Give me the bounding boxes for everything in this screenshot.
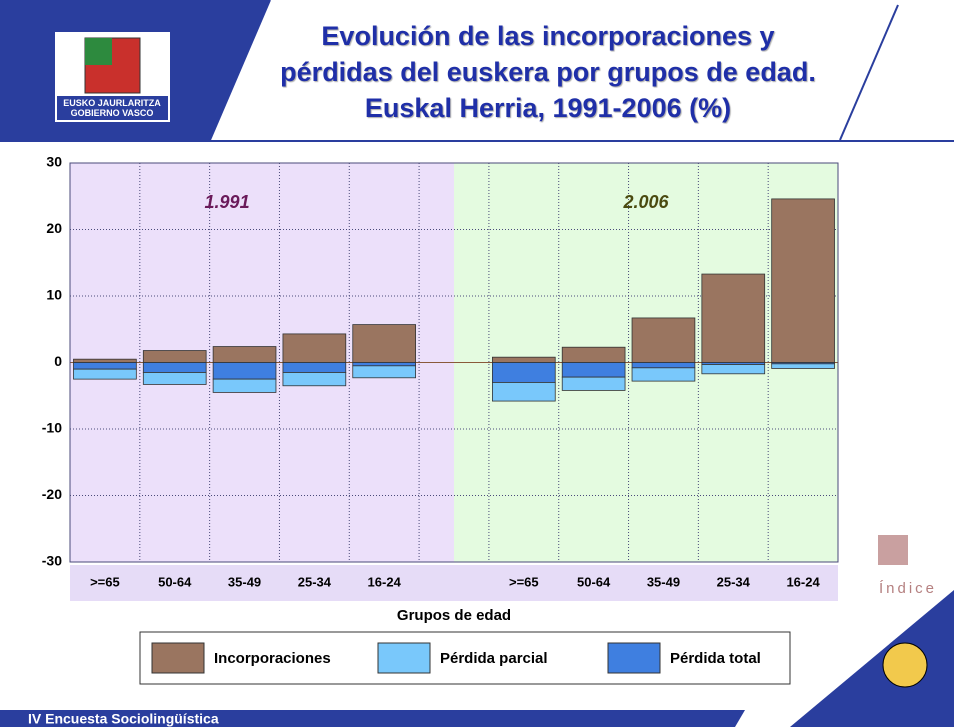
legend-label: Pérdida total xyxy=(670,650,761,667)
legend-label: Incorporaciones xyxy=(214,650,331,667)
page: {"slide":{"logo_lines":["EUSKO JAURLARIT… xyxy=(0,0,954,727)
header-slash xyxy=(840,5,898,140)
bar xyxy=(213,379,276,392)
bar xyxy=(492,363,555,383)
y-tick-label: -30 xyxy=(42,553,62,569)
bar xyxy=(213,347,276,363)
legend-swatch xyxy=(378,643,430,673)
bar xyxy=(632,363,695,368)
bar xyxy=(702,364,765,373)
bar xyxy=(562,363,625,378)
x-tick-label: 50-64 xyxy=(158,574,192,589)
legend-label: Pérdida parcial xyxy=(440,650,548,667)
bar xyxy=(562,347,625,362)
logo-text: EUSKO JAURLARITZA xyxy=(63,98,161,108)
bar xyxy=(702,274,765,362)
x-tick-label: 35-49 xyxy=(647,574,680,589)
bar xyxy=(353,363,416,366)
bar xyxy=(492,357,555,362)
bar xyxy=(632,318,695,363)
x-tick-label: 25-34 xyxy=(298,574,332,589)
legend-swatch xyxy=(608,643,660,673)
chart-title: Evolución de las incorporaciones y pérdi… xyxy=(268,18,828,126)
mascot xyxy=(883,643,927,687)
y-tick-label: 0 xyxy=(54,353,62,369)
bar xyxy=(283,334,346,363)
bar xyxy=(772,199,835,363)
index-label[interactable]: Índice xyxy=(879,580,937,597)
logo-text: GOBIERNO VASCO xyxy=(71,108,154,118)
x-tick-label: 16-24 xyxy=(786,574,820,589)
bar xyxy=(283,372,346,385)
x-tick-label: 35-49 xyxy=(228,574,261,589)
legend-swatch xyxy=(152,643,204,673)
y-tick-label: -20 xyxy=(42,486,62,502)
x-tick-label: 50-64 xyxy=(577,574,611,589)
bar xyxy=(492,382,555,401)
bar xyxy=(73,369,136,379)
bar xyxy=(772,364,835,369)
y-tick-label: 10 xyxy=(46,287,62,303)
bar xyxy=(353,366,416,378)
bar xyxy=(213,363,276,380)
bar xyxy=(562,377,625,390)
bar xyxy=(73,359,136,362)
x-tick-label: >=65 xyxy=(90,574,120,589)
bar xyxy=(143,372,206,384)
annotation: 2.006 xyxy=(622,192,669,212)
corner-panel xyxy=(790,590,954,727)
x-tick-label: 25-34 xyxy=(717,574,751,589)
x-tick-label: 16-24 xyxy=(368,574,402,589)
y-tick-label: -10 xyxy=(42,420,62,436)
bar xyxy=(143,363,206,373)
logo-shield xyxy=(85,38,112,65)
bar xyxy=(632,368,695,381)
x-tick-label: >=65 xyxy=(509,574,539,589)
bar xyxy=(73,363,136,370)
bar xyxy=(353,325,416,363)
footer-text: IV Encuesta Sociolingüística xyxy=(28,711,219,727)
index-icon[interactable] xyxy=(878,535,908,565)
y-tick-label: 20 xyxy=(46,220,62,236)
bar xyxy=(283,363,346,373)
y-tick-label: 30 xyxy=(46,154,62,170)
bar xyxy=(143,351,206,363)
annotation: 1.991 xyxy=(205,192,250,212)
x-axis-label: Grupos de edad xyxy=(397,607,511,624)
